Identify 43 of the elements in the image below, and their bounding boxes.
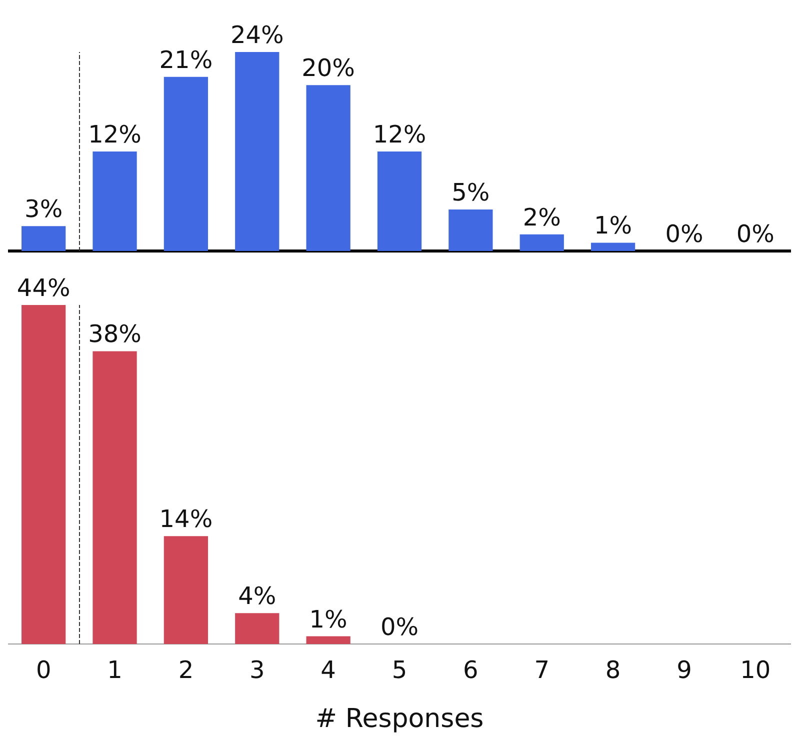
data-label: 20% [302,54,355,82]
bar [306,636,350,644]
bar [164,536,208,644]
bar [235,52,280,251]
bar [164,76,208,251]
x-tick-label: 3 [249,656,265,684]
bar [448,210,493,251]
bar [92,152,137,251]
data-label: 12% [88,120,142,148]
bar [590,242,636,251]
data-label: 0% [736,220,774,248]
x-tick-label: 8 [605,656,621,684]
bar [306,85,350,251]
data-label: 0% [665,220,704,248]
data-label: 0% [380,613,419,641]
data-label: 4% [238,582,276,610]
data-label: 5% [452,178,490,207]
data-label: 24% [230,21,284,49]
data-label: 44% [16,274,70,302]
data-label: 14% [159,505,213,534]
x-tick-label: 2 [178,656,194,684]
data-label: 2% [522,203,561,232]
bar [22,226,66,251]
x-tick-label: 10 [740,656,771,684]
bar [92,351,137,644]
data-label: 12% [372,120,426,148]
x-tick-label: 7 [534,656,550,684]
x-tick-label: 5 [392,656,408,684]
x-tick-label: 4 [320,656,336,684]
x-axis-title: # Responses [315,704,484,734]
x-tick-label: 6 [463,656,478,684]
data-label: 21% [159,46,213,74]
data-label: 1% [594,212,632,240]
bar [22,305,66,644]
bar [235,613,280,644]
x-tick-label: 1 [107,656,122,684]
bar [520,234,564,251]
data-label: 38% [88,320,142,348]
data-label: 3% [24,195,63,224]
x-tick-label: 0 [36,656,52,684]
bar [377,152,422,251]
data-label: 1% [309,605,348,634]
x-tick-label: 9 [676,656,692,684]
